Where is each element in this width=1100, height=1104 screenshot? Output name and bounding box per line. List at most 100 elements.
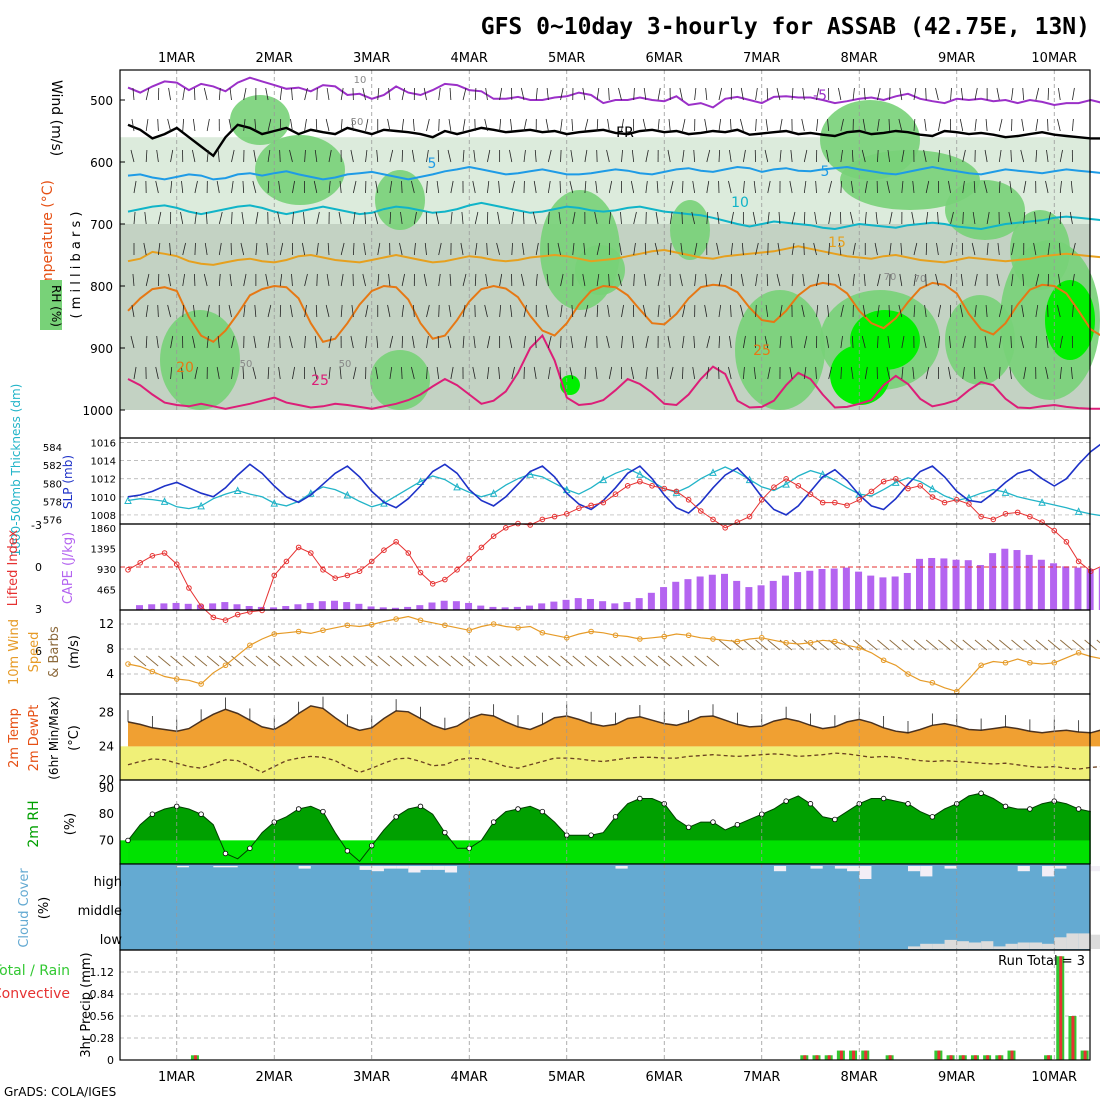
li-tick-label: -3 — [31, 519, 42, 532]
wind-barb — [1048, 274, 1049, 286]
rh-humid-area — [375, 170, 425, 230]
low-cloud-fill — [1006, 944, 1018, 949]
date-label-top: 7MAR — [743, 51, 780, 66]
date-label-top: 8MAR — [841, 51, 878, 66]
contour-label: -5 — [813, 88, 827, 104]
low-cloud-fill — [1018, 943, 1030, 950]
low-cloud-fill — [908, 946, 920, 949]
cape-bar — [806, 571, 813, 610]
rh-marker — [248, 846, 253, 851]
precip-conv-bar — [1059, 956, 1062, 1060]
dewpoint-fill — [120, 746, 1090, 780]
wind-barb — [194, 88, 195, 100]
cape-bar — [879, 577, 886, 610]
cape-bar — [526, 606, 533, 610]
slp-axis-label: SLP (mb) — [61, 455, 75, 509]
cape-bar — [611, 603, 618, 610]
chart-title: GFS 0~10day 3-hourly for ASSAB (42.75E, … — [481, 14, 1090, 40]
cape-tick-label: 1860 — [91, 524, 116, 535]
cape-bar — [660, 587, 667, 610]
high-cloud-gap — [774, 866, 786, 871]
wind-axis-label-3: & Barbs — [47, 626, 62, 678]
rh-marker — [321, 809, 326, 814]
cloud-fill — [120, 864, 1090, 950]
pressure-tick-label: 700 — [90, 218, 113, 232]
li-tick-label: 3 — [35, 603, 42, 616]
pressure-tick-label: 1000 — [82, 404, 113, 418]
wind-barb — [438, 150, 439, 162]
date-label-bottom: 6MAR — [646, 1070, 683, 1085]
rh-humid-area — [670, 200, 710, 260]
contour-label: 15 — [828, 235, 846, 251]
low-cloud-fill — [1079, 933, 1091, 949]
precip-conv-bar — [864, 1051, 867, 1060]
cape-tick-label: 465 — [97, 586, 116, 597]
rh-marker — [491, 820, 496, 825]
rh-contour-label: 50 — [240, 359, 253, 370]
cape-bar — [892, 576, 899, 610]
slp-tick-label: 1016 — [91, 439, 116, 450]
rh-marker — [296, 807, 301, 812]
precip-conv-bar — [974, 1055, 977, 1060]
below-surface — [120, 410, 1090, 438]
cape-bar — [599, 601, 606, 610]
high-cloud-gap — [360, 866, 372, 870]
cape-bar — [672, 582, 679, 610]
contour-label: 25 — [753, 343, 771, 359]
precip-conv-bar — [1047, 1055, 1050, 1060]
cape-bar — [465, 603, 472, 610]
rh-marker — [784, 799, 789, 804]
run-total-label: Run Total = 3 — [998, 954, 1085, 969]
cape-bar — [867, 576, 874, 610]
high-cloud-gap — [945, 866, 957, 869]
cape-bar — [965, 560, 972, 610]
cape-bar — [855, 572, 862, 610]
cloud-level-label: low — [100, 933, 123, 948]
date-label-bottom: 7MAR — [743, 1070, 780, 1085]
high-cloud-gap — [445, 866, 457, 873]
rh-marker — [199, 812, 204, 817]
rh-saturated-area — [830, 345, 890, 405]
rh-marker — [1003, 804, 1008, 809]
cape-bar — [209, 603, 216, 610]
precip-tick-label: 0 — [107, 1054, 114, 1067]
high-cloud-gap — [847, 866, 859, 871]
contour-label: FR — [616, 125, 634, 141]
cape-bar — [307, 603, 314, 610]
temp-tick-label: 28 — [99, 706, 114, 720]
pressure-tick-label: 800 — [90, 280, 113, 294]
rh-low-overlay — [120, 840, 1090, 864]
precip-conv-bar — [889, 1055, 892, 1060]
low-cloud-fill — [945, 940, 957, 949]
rh-tick-label: 90 — [99, 781, 114, 795]
cape-bar — [343, 602, 350, 610]
wind-barb — [439, 119, 440, 131]
low-cloud-fill — [932, 944, 944, 949]
rh-contour-label: 10 — [354, 75, 367, 86]
wind-tick-label: 12 — [99, 617, 114, 631]
precip-axis-label-1: Total / Rain — [0, 963, 70, 979]
high-cloud-gap — [421, 866, 433, 870]
high-cloud-gap — [908, 866, 920, 871]
rh2m-axis-label-1: 2m RH — [26, 800, 42, 847]
date-label-bottom: 2MAR — [256, 1070, 293, 1085]
high-cloud-gap — [408, 866, 420, 873]
precip-conv-bar — [937, 1051, 940, 1060]
date-label-bottom: 10MAR — [1031, 1070, 1077, 1085]
thickness-tick-label: 580 — [43, 479, 62, 490]
contour-label: 25 — [311, 373, 329, 389]
cape-bar — [745, 587, 752, 610]
precip-conv-bar — [1071, 1016, 1074, 1060]
wind-barb — [804, 243, 805, 255]
wind-tick-label: 4 — [106, 667, 114, 681]
cape-bar — [928, 558, 935, 610]
rh-humid-area — [255, 135, 345, 205]
cape-bar — [416, 605, 423, 610]
wind-axis-label-1: 10m Wind — [7, 619, 22, 685]
rh-marker — [126, 838, 131, 843]
slp-tick-label: 1008 — [91, 511, 116, 522]
temp2m-axis-label-2: 2m DewPt — [27, 705, 42, 772]
contour-label: 20 — [176, 360, 194, 376]
